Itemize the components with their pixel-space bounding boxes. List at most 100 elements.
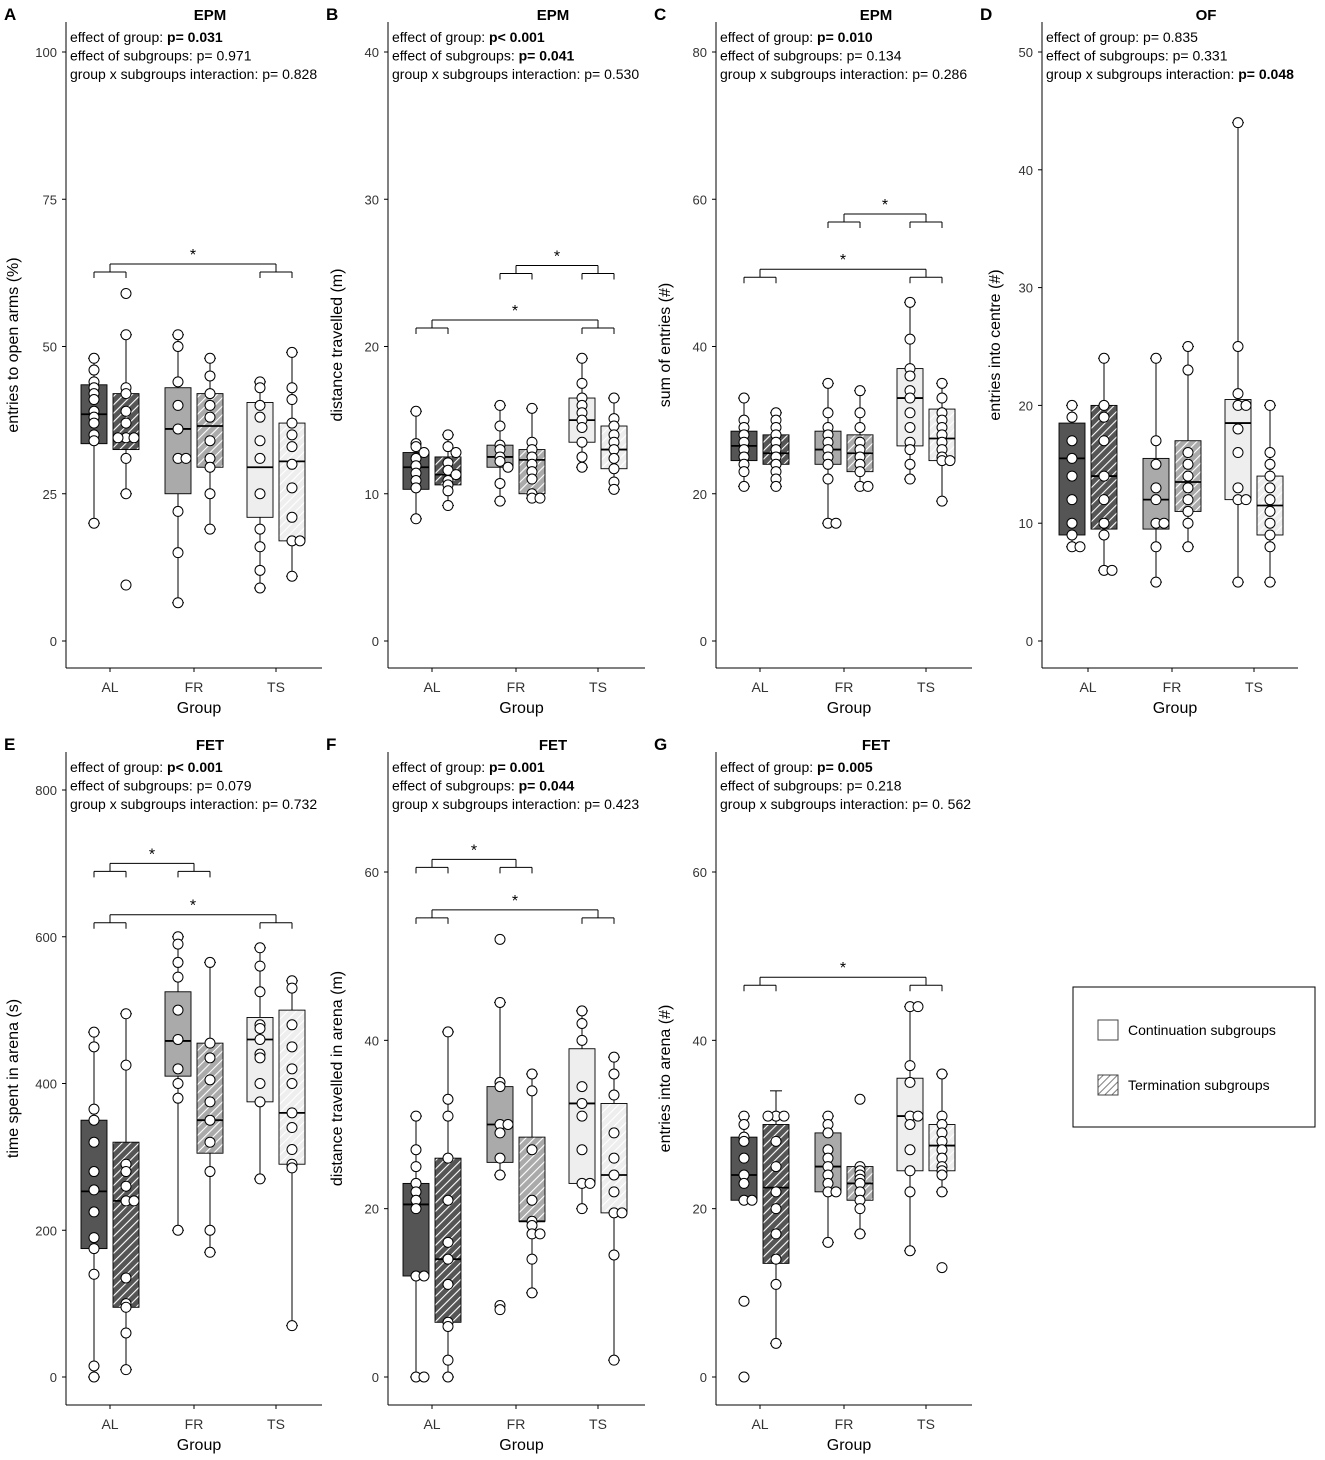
- data-point: [854, 385, 866, 397]
- y-tick-label: 20: [365, 1202, 379, 1217]
- data-point: [286, 1019, 298, 1031]
- significance-star: *: [840, 252, 846, 269]
- legend-swatch-continuation: [1097, 1019, 1119, 1041]
- y-tick-label: 60: [365, 865, 379, 880]
- stat-line: effect of group: p< 0.001: [392, 29, 545, 45]
- panels: A EPM effect of group: p= 0.031 effect of s…: [4, 5, 1298, 1454]
- box-TS-continuation: [568, 352, 596, 473]
- data-point: [120, 1166, 132, 1178]
- data-point: [738, 1119, 750, 1130]
- box: [1090, 404, 1118, 530]
- data-point: [410, 1203, 422, 1215]
- data-point: [608, 1186, 620, 1198]
- significance-bracket: *: [93, 846, 211, 878]
- box-FR-termination: [518, 402, 546, 504]
- box-AL-termination: [434, 1026, 462, 1383]
- data-point: [88, 1268, 100, 1280]
- data-point: [88, 364, 100, 376]
- data-point: [1182, 458, 1194, 470]
- box-FR-continuation: [164, 329, 192, 609]
- panel-title: EPM: [537, 7, 570, 24]
- data-point: [254, 488, 266, 500]
- box-TS-termination: [928, 1068, 956, 1274]
- data-point: [502, 1119, 514, 1130]
- box-FR-continuation: [164, 931, 192, 1236]
- data-point: [770, 1203, 782, 1215]
- box-FR-continuation: [814, 1110, 842, 1248]
- y-tick-label: 800: [35, 783, 57, 798]
- data-point: [576, 451, 588, 463]
- data-point: [1182, 517, 1194, 529]
- stat-value: p= 0.044: [519, 778, 575, 794]
- y-tick-label: 20: [693, 1202, 707, 1217]
- panel-title: EPM: [194, 7, 227, 24]
- stat-line: group x subgroups interaction: p= 0.423: [392, 796, 639, 812]
- stat-line: effect of subgroups: p= 0.331: [1046, 48, 1228, 64]
- box-AL-continuation: [80, 1026, 108, 1383]
- stat-value: p= 0.331: [1173, 48, 1228, 64]
- data-point: [936, 1262, 948, 1274]
- panel-G: G FET effect of group: p= 0.005 effect of s…: [654, 735, 972, 1454]
- data-point: [738, 392, 750, 404]
- box-AL-continuation: [1058, 399, 1086, 553]
- data-point: [204, 488, 216, 500]
- data-point: [254, 523, 266, 535]
- data-point: [738, 1152, 750, 1164]
- data-point: [608, 1089, 620, 1101]
- data-point: [1264, 470, 1276, 482]
- data-point: [936, 1186, 948, 1198]
- y-tick-label: 30: [1019, 281, 1033, 296]
- data-point: [904, 1144, 916, 1156]
- data-point: [172, 938, 184, 950]
- significance-bracket: *: [743, 252, 943, 284]
- data-point: [1232, 388, 1244, 400]
- data-point: [576, 1005, 588, 1017]
- significance-bracket: *: [93, 247, 293, 279]
- stat-label: group x subgroups interaction:: [70, 66, 262, 82]
- data-point: [442, 1152, 454, 1164]
- significance-bracket: *: [827, 197, 943, 228]
- data-point: [854, 1203, 866, 1215]
- box-AL-continuation: [80, 352, 108, 529]
- box-TS-continuation: [1224, 117, 1252, 588]
- data-point: [442, 1026, 454, 1038]
- data-point: [822, 377, 834, 389]
- stat-label: effect of group:: [720, 759, 817, 775]
- data-point: [204, 1052, 216, 1064]
- data-point: [204, 1136, 216, 1148]
- y-tick-label: 80: [693, 45, 707, 60]
- data-point: [494, 1152, 506, 1164]
- data-point: [912, 1110, 924, 1122]
- data-point: [204, 399, 216, 411]
- data-point: [1074, 541, 1086, 553]
- y-tick-label: 60: [693, 192, 707, 207]
- data-point: [172, 505, 184, 517]
- data-point: [120, 1327, 132, 1339]
- stat-value: p< 0.001: [489, 29, 545, 45]
- y-tick-label: 75: [43, 192, 57, 207]
- stat-line: effect of subgroups: p= 0.134: [720, 48, 902, 64]
- data-point: [120, 1364, 132, 1376]
- data-point: [608, 452, 620, 464]
- box-TS-continuation: [246, 376, 274, 594]
- data-point: [88, 1184, 100, 1196]
- y-axis-label: sum of entries (#): [657, 283, 674, 407]
- data-point: [286, 1078, 298, 1089]
- data-point: [1066, 435, 1078, 447]
- stat-label: effect of group:: [70, 759, 167, 775]
- significance-star: *: [882, 197, 888, 214]
- x-tick-label: FR: [185, 1416, 204, 1432]
- data-point: [254, 1022, 266, 1034]
- stat-value: p= 0.835: [1143, 29, 1198, 45]
- data-point: [854, 407, 866, 419]
- panel-E: E FET effect of group: p< 0.001 effect of s…: [4, 735, 322, 1454]
- data-point: [746, 1194, 758, 1206]
- data-point: [254, 582, 266, 594]
- stat-value: p= 0.286: [912, 66, 967, 82]
- x-tick-label: FR: [185, 679, 204, 695]
- data-point: [1150, 458, 1162, 470]
- y-tick-label: 100: [35, 45, 57, 60]
- data-point: [608, 1051, 620, 1063]
- data-point: [410, 441, 422, 453]
